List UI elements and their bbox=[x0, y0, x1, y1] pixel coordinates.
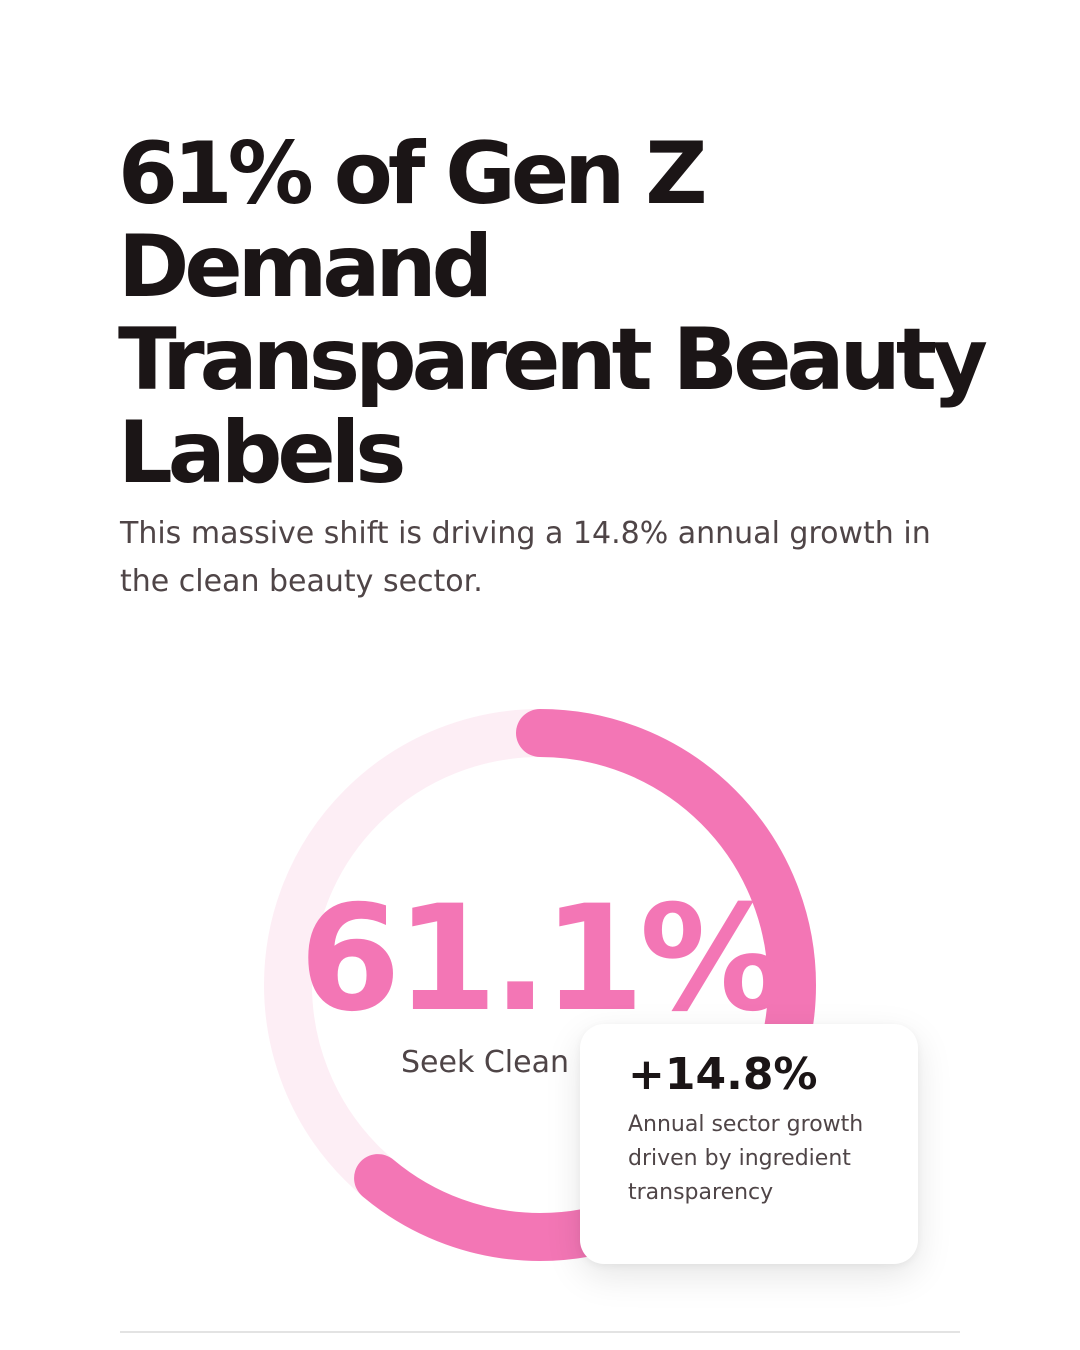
donut-chart: 61.1% Seek Clean bbox=[264, 709, 816, 1261]
subheadline: This massive shift is driving a 14.8% an… bbox=[120, 516, 931, 599]
growth-stat-card: +14.8% Annual sector growth driven by in… bbox=[580, 1024, 918, 1264]
donut-progress-arc bbox=[264, 709, 816, 1261]
growth-stat-description: Annual sector growth driven by ingredien… bbox=[628, 1112, 864, 1205]
chart-category-label: Seek Clean bbox=[400, 1045, 569, 1080]
headline: 61% of Gen Z Demand Transparent Beauty L… bbox=[118, 124, 988, 503]
donut-chart-svg bbox=[264, 709, 816, 1261]
growth-stat-value: +14.8% bbox=[628, 1049, 818, 1100]
bottom-divider bbox=[120, 1331, 960, 1333]
chart-value-label: 61.1% bbox=[299, 874, 786, 1044]
